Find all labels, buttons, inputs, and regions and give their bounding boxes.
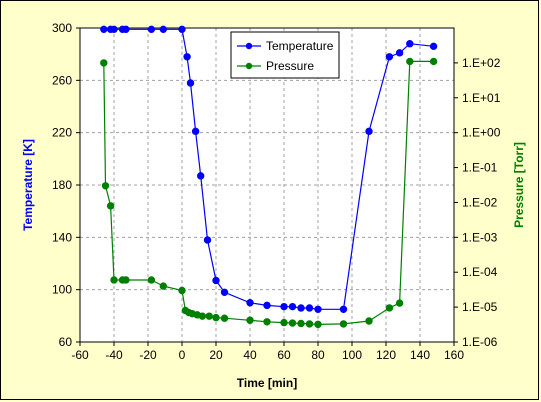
data-point xyxy=(406,57,414,66)
data-point xyxy=(280,318,288,327)
legend-item-pressure: Pressure xyxy=(237,59,314,73)
data-point xyxy=(191,127,200,136)
data-point xyxy=(100,59,108,67)
data-point xyxy=(297,319,305,328)
data-point xyxy=(220,314,229,322)
data-point xyxy=(305,304,314,312)
y-left-tick-label: 60 xyxy=(59,335,73,349)
data-point xyxy=(385,53,394,61)
data-point xyxy=(288,302,297,311)
data-point xyxy=(314,320,322,329)
data-point xyxy=(101,182,110,190)
legend-label: Pressure xyxy=(266,59,314,73)
data-point xyxy=(339,305,348,313)
data-point xyxy=(429,57,438,66)
data-point xyxy=(246,299,254,307)
x-tick-label: 120 xyxy=(376,348,396,362)
data-point xyxy=(339,320,348,328)
series-pressure xyxy=(100,57,438,329)
legend-box xyxy=(230,31,340,79)
legend-label: Temperature xyxy=(266,39,334,53)
legend-marker xyxy=(245,62,253,70)
data-point xyxy=(106,202,115,210)
data-point xyxy=(246,316,254,324)
x-tick-label: 0 xyxy=(179,348,186,362)
data-point xyxy=(212,276,220,285)
y-right-tick-label: 1.E-01 xyxy=(462,161,498,175)
y-right-tick-label: 1.E+01 xyxy=(462,91,501,105)
data-point xyxy=(205,312,213,320)
x-tick-label: -20 xyxy=(139,348,157,362)
data-point xyxy=(288,319,297,327)
data-point xyxy=(406,40,414,48)
data-point xyxy=(314,305,322,313)
grid-lines xyxy=(80,28,454,342)
data-point xyxy=(183,53,191,61)
data-point xyxy=(385,304,394,312)
data-point xyxy=(159,25,168,34)
data-point xyxy=(159,282,168,290)
data-point xyxy=(395,299,404,307)
y-right-tick-label: 1.E-02 xyxy=(462,195,498,209)
x-axis-title: Time [min] xyxy=(237,376,297,390)
y-left-tick-label: 180 xyxy=(52,178,72,192)
data-point xyxy=(178,286,186,295)
y-right-tick-label: 1.E-04 xyxy=(462,265,498,279)
data-point xyxy=(197,172,205,180)
series-line xyxy=(103,28,434,310)
x-tick-label: 140 xyxy=(410,348,430,362)
data-point xyxy=(280,302,288,311)
data-point xyxy=(122,276,130,284)
y-right-axis-title: Pressure [Torr] xyxy=(512,142,526,228)
x-tick-label: 80 xyxy=(311,348,325,362)
data-point xyxy=(263,301,271,310)
data-point xyxy=(147,276,156,284)
y-left-tick-label: 220 xyxy=(52,126,72,140)
x-tick-label: -40 xyxy=(105,348,123,362)
series-temperature xyxy=(100,25,438,313)
data-point xyxy=(365,317,373,325)
data-point xyxy=(395,49,404,57)
data-point xyxy=(110,276,118,284)
legend-marker xyxy=(245,42,253,50)
x-tick-label: 60 xyxy=(277,348,291,362)
y-left-axis-ticks: 60 100 140 180 220 260 300 xyxy=(52,21,80,349)
legend: Temperature Pressure xyxy=(230,31,340,79)
y-right-tick-label: 1.E-03 xyxy=(462,230,498,244)
data-point xyxy=(110,25,118,34)
data-point xyxy=(186,79,195,87)
data-point xyxy=(263,318,271,326)
y-right-tick-label: 1.E-05 xyxy=(462,300,498,314)
data-point xyxy=(305,320,314,328)
y-right-tick-label: 1.E+02 xyxy=(462,56,501,70)
x-tick-label: 160 xyxy=(444,348,464,362)
y-right-axis-ticks: 1.E-06 1.E-05 1.E-04 1.E-03 1.E-02 1.E-01 1.E+… xyxy=(454,56,501,349)
data-point xyxy=(147,25,156,34)
data-point xyxy=(297,304,305,312)
data-point xyxy=(198,312,207,320)
data-point xyxy=(122,25,130,34)
data-point xyxy=(178,25,186,34)
data-point xyxy=(429,42,438,51)
x-tick-label: 100 xyxy=(342,348,362,362)
data-point xyxy=(212,313,220,322)
x-tick-label: 20 xyxy=(209,348,223,362)
data-point xyxy=(203,236,212,244)
data-point xyxy=(365,127,373,136)
y-right-tick-label: 1.E-06 xyxy=(462,335,498,349)
x-axis-ticks: -60 -40 -20 0 20 40 60 80 100 120 140 160 xyxy=(71,342,464,362)
data-point xyxy=(100,25,108,34)
y-left-tick-label: 300 xyxy=(52,21,72,35)
x-tick-label: 40 xyxy=(243,348,257,362)
y-left-tick-label: 100 xyxy=(52,283,72,297)
data-point xyxy=(220,288,229,296)
x-tick-label: -60 xyxy=(71,348,89,362)
y-left-tick-label: 260 xyxy=(52,73,72,87)
y-left-tick-label: 140 xyxy=(52,230,72,244)
y-left-axis-title: Temperature [K] xyxy=(21,139,35,231)
y-right-tick-label: 1.E+00 xyxy=(462,126,501,140)
legend-item-temperature: Temperature xyxy=(237,39,334,53)
